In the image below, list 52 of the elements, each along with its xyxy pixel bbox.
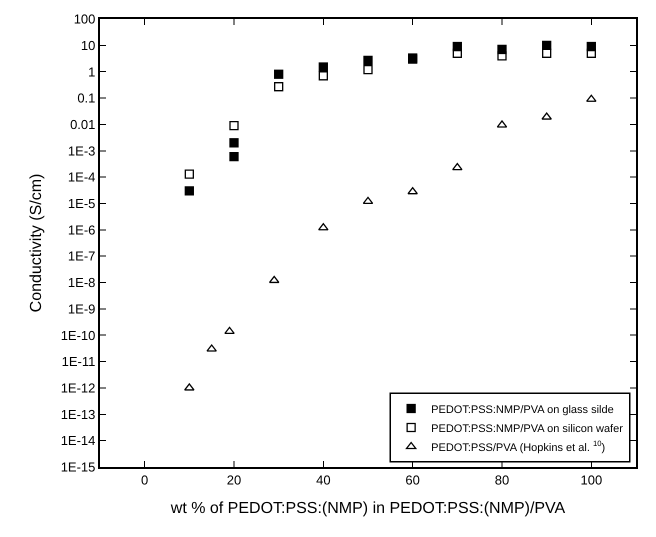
point: [206, 344, 217, 352]
y-tick-label: 1E-3: [68, 143, 96, 158]
legend-label: PEDOT:PSS/PVA (Hopkins et al. $^{10}$): [431, 439, 606, 454]
point: [318, 71, 328, 80]
point: [184, 383, 195, 391]
y-tick-label: 1E-11: [62, 354, 96, 370]
point: [586, 48, 596, 58]
y-tick-label: 0.1: [77, 90, 96, 106]
point: [497, 51, 507, 60]
point: [229, 120, 239, 130]
y-tick-label: 1E-14: [60, 433, 96, 448]
x-tick-label: 60: [405, 472, 420, 488]
point: [224, 326, 235, 334]
legend-label: PEDOT:PSS:NMP/PVA on glass silde: [431, 404, 614, 416]
y-tick-label: 0.01: [70, 116, 96, 132]
point: [363, 56, 373, 65]
x-axis-title: wt % of PEDOT:PSS:(NMP) in PEDOT:PSS:(NMP)/PVA: [170, 500, 566, 517]
point: [542, 48, 552, 58]
y-tick-label: 1E-8: [68, 275, 96, 290]
point: [363, 64, 373, 74]
point: [318, 62, 328, 72]
y-tick-label: 1E-12: [60, 380, 96, 396]
y-tick-label: 1E-9: [68, 301, 96, 316]
point: [274, 82, 284, 92]
y-tick-label: 1E-5: [68, 196, 96, 212]
x-tick-label: 20: [226, 472, 242, 488]
point: [184, 169, 194, 179]
y-tick-label: 1E-4: [68, 170, 96, 185]
y-tick-label: 1E-6: [68, 222, 96, 238]
y-tick-label: 10: [80, 38, 96, 53]
point: [541, 112, 552, 120]
y-tick-label: 1E-7: [68, 248, 96, 264]
y-tick-label: 1E-10: [60, 328, 96, 343]
y-axis-title: Conductivity (S/cm): [28, 174, 46, 312]
x-tick-label: 0: [141, 472, 148, 488]
x-tick-label: 40: [316, 472, 331, 488]
y-tick-label: 1E-15: [60, 460, 96, 475]
point: [452, 162, 463, 170]
y-tick-label: 1E-13: [60, 406, 96, 422]
y-tick-label: 1: [88, 64, 96, 80]
point: [496, 120, 508, 128]
x-tick-label: 100: [580, 472, 602, 488]
point: [184, 186, 194, 196]
point: [229, 138, 239, 148]
point: [268, 276, 280, 284]
point: [274, 70, 284, 79]
y-tick-label: 100: [74, 12, 96, 27]
x-tick-label: 80: [494, 472, 510, 488]
point: [362, 196, 374, 204]
point: [229, 152, 239, 162]
point: [452, 48, 462, 58]
legend-label: PEDOT:PSS:NMP/PVA on silicon wafer: [431, 422, 624, 435]
